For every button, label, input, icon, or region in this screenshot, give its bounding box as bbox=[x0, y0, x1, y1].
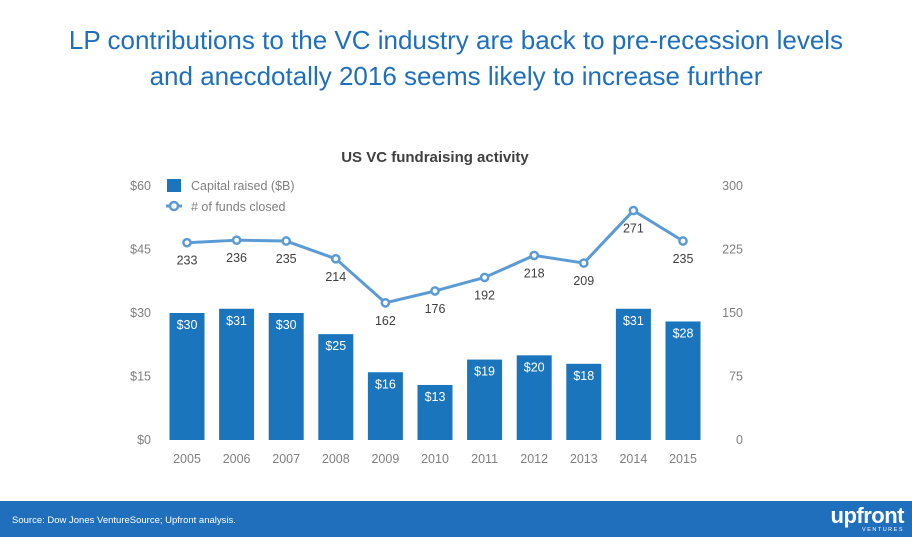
bar bbox=[318, 334, 354, 440]
bar-data-label: $31 bbox=[226, 314, 247, 328]
line-point bbox=[380, 297, 391, 308]
x-axis-tick-label: 2011 bbox=[471, 452, 498, 466]
left-axis-tick-label: $45 bbox=[130, 243, 151, 257]
bar-data-labels: $30 $31 $30 $25 $16 $13 $19 $20 $18 $31 $28 bbox=[177, 314, 694, 404]
source-note: Source: Dow Jones VentureSource; Upfront… bbox=[12, 515, 236, 526]
x-axis-tick-label: 2007 bbox=[272, 452, 300, 466]
line-point bbox=[479, 272, 490, 283]
line-series bbox=[182, 205, 688, 308]
logo-subtitle: VENTURES bbox=[862, 527, 904, 533]
upfront-logo: upfront VENTURES bbox=[830, 503, 905, 534]
right-axis-tick-label: 0 bbox=[736, 433, 743, 447]
fundraising-chart: US VC fundraising activity Capital raise… bbox=[130, 149, 743, 466]
line-data-label: 162 bbox=[375, 314, 396, 328]
left-axis-tick-label: $60 bbox=[130, 179, 151, 193]
line-data-label: 233 bbox=[177, 254, 198, 268]
right-axis-tick-label: 225 bbox=[722, 243, 743, 257]
bar bbox=[169, 313, 205, 440]
x-axis-tick-label: 2005 bbox=[173, 452, 201, 466]
bar-data-label: $19 bbox=[474, 365, 495, 379]
bar-data-label: $31 bbox=[623, 314, 644, 328]
legend-line-marker bbox=[168, 200, 180, 212]
line-point bbox=[231, 235, 242, 246]
bar-data-label: $30 bbox=[177, 318, 198, 332]
left-axis-tick-label: $15 bbox=[130, 370, 151, 384]
line-data-label: 235 bbox=[276, 252, 297, 266]
legend-bar-label: Capital raised ($B) bbox=[191, 179, 295, 193]
bar bbox=[467, 359, 503, 440]
line-point bbox=[578, 258, 589, 268]
line-point bbox=[182, 237, 192, 248]
footer-bar: Source: Dow Jones VentureSource; Upfront… bbox=[0, 501, 912, 537]
x-axis-tick-label: 2013 bbox=[570, 452, 598, 466]
right-axis: 0 75 150 225 300 bbox=[722, 179, 743, 447]
slide-title: LP contributions to the VC industry are … bbox=[0, 22, 912, 94]
line-data-label: 235 bbox=[673, 252, 694, 266]
line-data-label: 271 bbox=[623, 222, 644, 236]
line-point bbox=[281, 236, 292, 246]
line-point bbox=[628, 205, 639, 216]
line-data-label: 236 bbox=[226, 251, 247, 265]
bar-data-label: $18 bbox=[573, 369, 594, 383]
bar-data-label: $28 bbox=[673, 326, 694, 340]
bar bbox=[615, 308, 651, 440]
chart-legend: Capital raised ($B) # of funds closed bbox=[166, 179, 295, 214]
line-data-label: 218 bbox=[524, 266, 545, 280]
chart-title: US VC fundraising activity bbox=[341, 149, 529, 166]
line-data-label: 192 bbox=[474, 288, 495, 302]
x-axis: 2005 2006 2007 2008 2009 2010 2011 2012 2013 2014… bbox=[173, 452, 697, 466]
slide-title-line-2: and anecdotally 2016 seems likely to inc… bbox=[149, 61, 763, 91]
line-data-label: 214 bbox=[325, 270, 346, 284]
line-point bbox=[678, 236, 688, 246]
x-axis-tick-label: 2014 bbox=[619, 452, 647, 466]
line-data-label: 176 bbox=[425, 302, 446, 316]
x-axis-tick-label: 2008 bbox=[322, 452, 350, 466]
right-axis-tick-label: 75 bbox=[729, 370, 743, 384]
legend-bar-swatch bbox=[167, 179, 181, 192]
right-axis-tick-label: 300 bbox=[722, 179, 743, 193]
bar bbox=[268, 313, 304, 440]
bar-data-label: $16 bbox=[375, 377, 396, 391]
bar bbox=[665, 321, 701, 440]
bar bbox=[219, 308, 255, 440]
bar-data-label: $20 bbox=[524, 360, 545, 374]
line-point bbox=[529, 250, 540, 261]
x-axis-tick-label: 2012 bbox=[520, 452, 548, 466]
line-data-label: 209 bbox=[573, 274, 594, 288]
bar bbox=[367, 372, 403, 440]
line-point bbox=[330, 253, 341, 264]
left-axis-tick-label: $0 bbox=[137, 433, 151, 447]
bar-data-label: $13 bbox=[425, 390, 446, 404]
legend-line-label: # of funds closed bbox=[191, 200, 286, 214]
slide-title-line-1: LP contributions to the VC industry are … bbox=[68, 25, 844, 55]
x-axis-tick-label: 2010 bbox=[421, 452, 449, 466]
right-axis-tick-label: 150 bbox=[722, 306, 743, 320]
line-data-labels: 233 236 235 214 162 176 192 218 209 271 235 bbox=[177, 222, 694, 328]
bar-data-label: $25 bbox=[325, 339, 346, 353]
bar-series bbox=[169, 308, 701, 440]
logo-wordmark: upfront bbox=[830, 503, 905, 528]
bar bbox=[516, 355, 552, 440]
x-axis-tick-label: 2009 bbox=[371, 452, 399, 466]
x-axis-tick-label: 2015 bbox=[669, 452, 697, 466]
line-point bbox=[430, 286, 440, 296]
bar bbox=[417, 384, 453, 440]
bar-data-label: $30 bbox=[276, 318, 297, 332]
x-axis-tick-label: 2006 bbox=[223, 452, 251, 466]
bar bbox=[566, 363, 602, 440]
left-axis-tick-label: $30 bbox=[130, 306, 151, 320]
left-axis: $0 $15 $30 $45 $60 bbox=[130, 179, 151, 447]
